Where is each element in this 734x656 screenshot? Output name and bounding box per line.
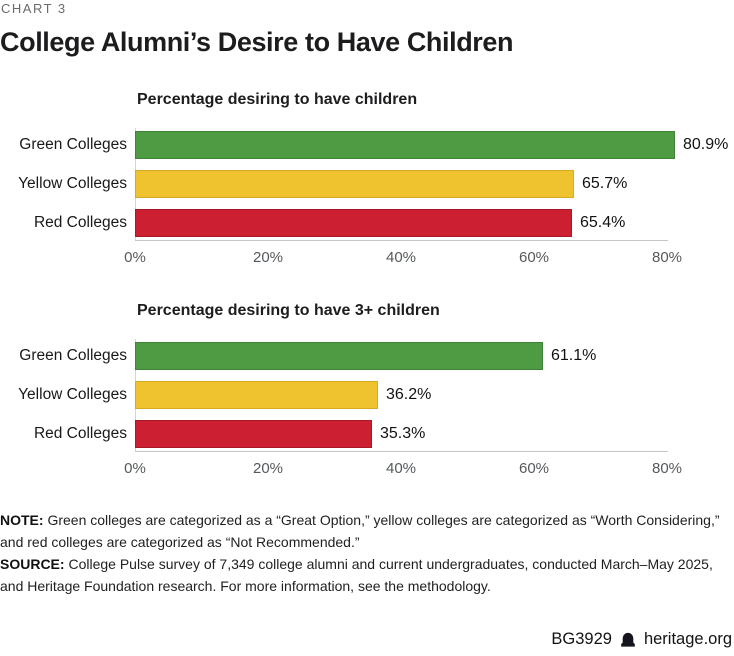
bar-row: Yellow Colleges 65.7% <box>0 170 734 198</box>
category-label: Green Colleges <box>19 347 127 364</box>
category-label: Yellow Colleges <box>18 175 127 192</box>
x-tick-label: 80% <box>651 249 683 266</box>
chart-desire-children: Percentage desiring to have children Gre… <box>0 90 734 267</box>
note-line-1: NOTE: Green colleges are categorized as … <box>0 509 734 531</box>
bar-chart: Green Colleges 80.9% Yellow Colleges 65.7% R… <box>0 128 734 267</box>
bar-cell: 35.3% <box>135 420 734 448</box>
chart-desire-3plus-children: Percentage desiring to have 3+ children … <box>0 301 734 478</box>
note-text-2: and red colleges are categorized as “Not… <box>0 534 360 550</box>
source-text-1: College Pulse survey of 7,349 college al… <box>68 556 713 572</box>
source-line-1: SOURCE: College Pulse survey of 7,349 co… <box>0 553 734 575</box>
bar <box>135 170 574 198</box>
bar-row: Green Colleges 80.9% <box>0 131 734 159</box>
bar <box>135 342 543 370</box>
chart-subtitle: Percentage desiring to have children <box>137 91 418 108</box>
notes-block: NOTE: Green colleges are categorized as … <box>0 509 734 597</box>
bar-row: Red Colleges 35.3% <box>0 420 734 448</box>
chart-subtitle: Percentage desiring to have 3+ children <box>137 302 440 319</box>
bar-cell: 61.1% <box>135 342 734 370</box>
note-text-1: Green colleges are categorized as a “Gre… <box>47 512 720 528</box>
chart-rows: Green Colleges 80.9% Yellow Colleges 65.7% R… <box>0 128 734 241</box>
bar-cell: 36.2% <box>135 381 734 409</box>
value-label: 61.1% <box>551 347 597 364</box>
chart-kicker: CHART 3 <box>1 1 67 16</box>
bar-row: Green Colleges 61.1% <box>0 342 734 370</box>
category-label: Yellow Colleges <box>18 386 127 403</box>
bar <box>135 420 372 448</box>
source-label: SOURCE: <box>0 556 65 572</box>
bar <box>135 209 572 237</box>
note-line-2: and red colleges are categorized as “Not… <box>0 531 734 553</box>
source-line-2: and Heritage Foundation research. For mo… <box>0 575 734 597</box>
category-label: Red Colleges <box>33 214 127 231</box>
x-axis: 0% 20% 40% 60% 80% <box>124 451 682 478</box>
x-axis: 0% 20% 40% 60% 80% <box>124 240 682 267</box>
source-text-2: and Heritage Foundation research. For mo… <box>0 578 491 594</box>
bar-cell: 80.9% <box>135 131 734 159</box>
value-label: 35.3% <box>380 425 426 442</box>
category-label: Green Colleges <box>19 136 127 153</box>
x-tick-label: 80% <box>651 460 683 477</box>
report-id: BG3929 <box>551 630 612 648</box>
x-tick-label: 0% <box>124 249 146 266</box>
value-label: 80.9% <box>683 136 729 153</box>
x-tick-label: 20% <box>252 249 284 266</box>
bar <box>135 131 675 159</box>
bar-chart: Green Colleges 61.1% Yellow Colleges 36.2% R… <box>0 339 734 478</box>
heritage-bell-icon <box>621 632 635 647</box>
x-tick-label: 20% <box>252 460 284 477</box>
x-tick-label: 60% <box>518 460 550 477</box>
bar <box>135 381 378 409</box>
category-label: Red Colleges <box>33 425 127 442</box>
x-tick-label: 40% <box>385 249 417 266</box>
bar-cell: 65.4% <box>135 209 734 237</box>
chart-rows: Green Colleges 61.1% Yellow Colleges 36.2% R… <box>0 339 734 452</box>
footer: BG3929 heritage.org <box>551 630 732 649</box>
value-label: 65.7% <box>582 175 628 192</box>
note-label: NOTE: <box>0 512 44 528</box>
value-label: 65.4% <box>580 214 626 231</box>
bar-cell: 65.7% <box>135 170 734 198</box>
page-title: College Alumni’s Desire to Have Children <box>0 27 514 57</box>
bar-row: Yellow Colleges 36.2% <box>0 381 734 409</box>
x-tick-label: 60% <box>518 249 550 266</box>
bar-row: Red Colleges 65.4% <box>0 209 734 237</box>
x-tick-label: 40% <box>385 460 417 477</box>
site-url: heritage.org <box>643 630 732 648</box>
x-tick-label: 0% <box>124 460 146 477</box>
value-label: 36.2% <box>386 386 432 403</box>
